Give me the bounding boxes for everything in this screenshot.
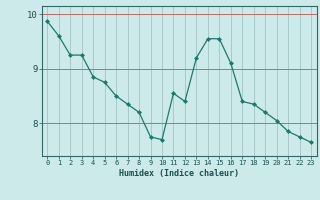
- X-axis label: Humidex (Indice chaleur): Humidex (Indice chaleur): [119, 169, 239, 178]
